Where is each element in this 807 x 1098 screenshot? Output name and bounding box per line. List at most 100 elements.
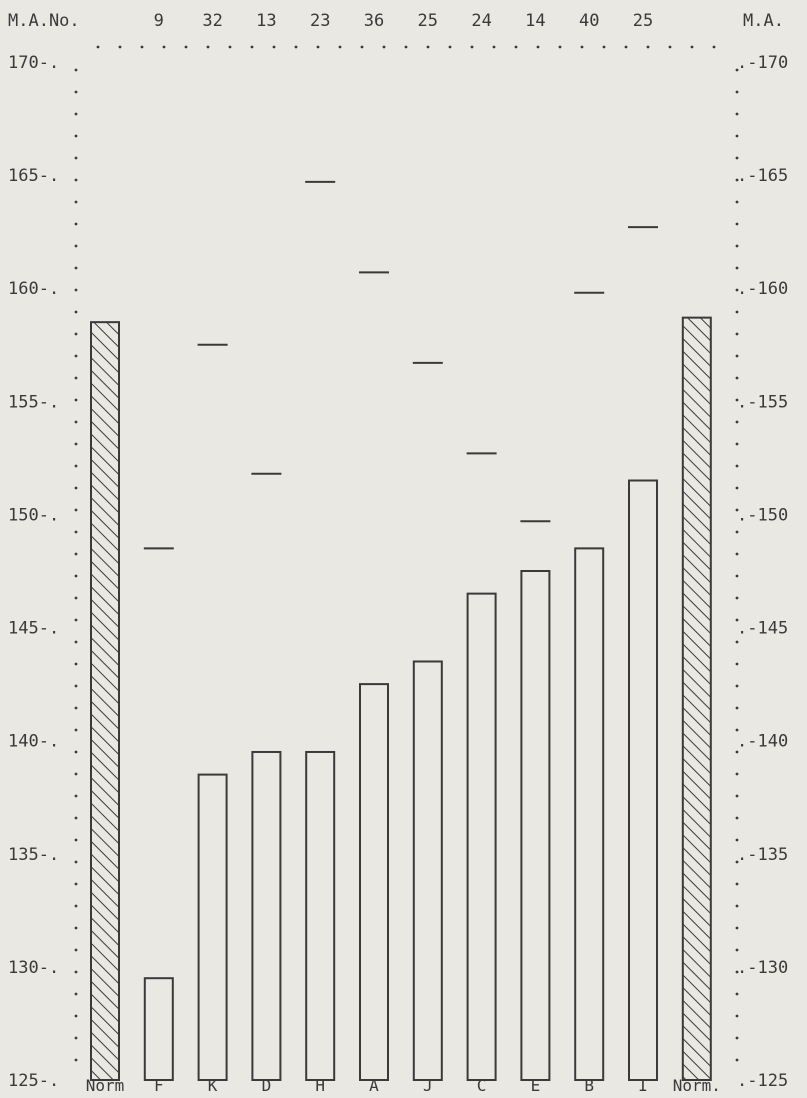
frame-dot <box>162 45 166 49</box>
axis-dot-right <box>735 816 739 820</box>
axis-dot-left <box>74 530 78 534</box>
frame-dot <box>250 45 254 49</box>
axis-dot-left <box>74 596 78 600</box>
axis-dot-right <box>735 860 739 864</box>
y-tick-label-left: 155-. <box>8 392 59 412</box>
axis-dot-right <box>735 398 739 402</box>
axis-dot-left <box>74 178 78 182</box>
axis-dot-right <box>735 464 739 468</box>
axis-dot-left <box>74 618 78 622</box>
axis-dot-right <box>735 420 739 424</box>
axis-dot-right <box>735 1036 739 1040</box>
frame-dot <box>426 45 430 49</box>
y-tick-label-left: 135-. <box>8 845 59 865</box>
axis-dot-left <box>74 486 78 490</box>
bar <box>466 592 497 1081</box>
axis-dot-left <box>74 354 78 358</box>
y-tick-label-left: 125-. <box>8 1071 59 1091</box>
bar <box>359 683 389 1081</box>
marker-group <box>143 180 658 550</box>
frame-dot <box>96 45 100 49</box>
sample-count: 9 <box>154 11 164 31</box>
bar <box>412 660 443 1081</box>
axis-dot-right <box>735 1058 739 1062</box>
axis-dot-right <box>735 530 739 534</box>
y-tick-label-right: .-130 <box>737 958 788 978</box>
frame-dot <box>536 45 540 49</box>
axis-dot-right <box>735 90 739 94</box>
axis-dot-right <box>735 222 739 226</box>
axis-dot-left <box>74 420 78 424</box>
sample-count: 25 <box>633 11 653 31</box>
category-label: K <box>208 1076 218 1095</box>
axis-dot-left <box>74 750 78 754</box>
axis-dot-right <box>735 662 739 666</box>
bar <box>628 479 658 1081</box>
frame-dot <box>118 45 122 49</box>
axis-dot-left <box>74 156 78 160</box>
axis-dot-right <box>735 794 739 798</box>
axis-dot-right <box>735 970 739 974</box>
category-label: F <box>154 1076 164 1095</box>
sample-count: 14 <box>525 11 545 31</box>
axis-dot-left <box>74 706 78 710</box>
frame-dot <box>206 45 210 49</box>
axis-dot-left <box>74 926 78 930</box>
axis-dot-left <box>74 134 78 138</box>
axis-dot-left <box>74 992 78 996</box>
axis-dot-left <box>74 728 78 732</box>
axis-dot-left <box>74 838 78 842</box>
axis-dot-left <box>74 1014 78 1018</box>
axis-dot-right <box>735 948 739 952</box>
frame-dot <box>448 45 452 49</box>
frame-dot <box>580 45 584 49</box>
dotted-frame <box>74 45 739 1062</box>
axis-dot-right <box>735 992 739 996</box>
axis-dot-left <box>74 464 78 468</box>
axis-dot-right <box>735 112 739 116</box>
frame-dot <box>470 45 474 49</box>
frame-dot <box>184 45 188 49</box>
sample-count: 36 <box>364 11 384 31</box>
axis-dot-right <box>735 618 739 622</box>
axis-dot-right <box>735 288 739 292</box>
bar <box>305 750 336 1081</box>
frame-dot <box>338 45 342 49</box>
axis-dot-left <box>74 332 78 336</box>
category-label: J <box>423 1076 433 1095</box>
frame-dot <box>492 45 496 49</box>
axis-dot-right <box>735 508 739 512</box>
y-tick-label-right: .-135 <box>737 845 788 865</box>
axis-dot-left <box>74 662 78 666</box>
axis-dot-right <box>735 552 739 556</box>
axis-dot-right <box>735 244 739 248</box>
axis-dot-right <box>735 332 739 336</box>
right-y-axis: .-170 .-165 .-160 .-155 .-150 .-145 .-140 .-135… <box>737 53 788 1091</box>
frame-dot <box>514 45 518 49</box>
axis-dot-right <box>735 1014 739 1018</box>
frame-dot <box>624 45 628 49</box>
category-label: I <box>638 1076 648 1095</box>
bar-group <box>90 316 712 1082</box>
frame-dot <box>646 45 650 49</box>
left-y-axis: 170-. 165-. 160-. 155-. 150-. 145-. 140-. 135-.… <box>8 53 59 1091</box>
category-label: Norm <box>86 1076 125 1095</box>
frame-dot <box>712 45 716 49</box>
norm-bar-hatched <box>90 321 120 1081</box>
sample-count: 23 <box>310 11 330 31</box>
axis-dot-left <box>74 288 78 292</box>
axis-dot-right <box>735 156 739 160</box>
axis-dot-left <box>74 574 78 578</box>
bar <box>197 773 228 1081</box>
frame-dot <box>316 45 320 49</box>
category-label: D <box>262 1076 272 1095</box>
axis-dot-right <box>735 904 739 908</box>
axis-dot-right <box>735 178 739 182</box>
frame-dot <box>228 45 232 49</box>
sample-count-row: 9 32 13 23 36 25 24 14 40 25 <box>154 11 654 31</box>
axis-dot-right <box>735 266 739 270</box>
sample-count: 40 <box>579 11 599 31</box>
axis-dot-right <box>735 200 739 204</box>
sample-count: 13 <box>256 11 276 31</box>
axis-dot-left <box>74 1036 78 1040</box>
